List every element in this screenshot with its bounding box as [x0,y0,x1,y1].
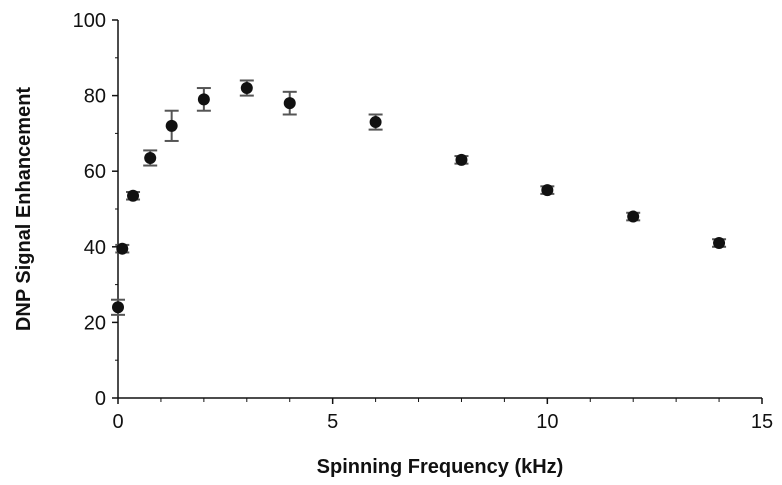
data-point [112,301,124,314]
data-point [197,93,210,106]
x-tick-label: 5 [327,411,338,433]
error-bars [111,79,727,316]
data-point [541,184,554,197]
data-point [240,82,253,95]
data-point [627,210,640,223]
y-tick-label: 40 [84,237,106,259]
data-point [116,242,129,255]
data-point [144,151,157,164]
x-tick-label: 10 [536,411,558,433]
x-tick-label: 0 [112,411,123,433]
data-points [112,82,726,314]
data-point [127,189,140,202]
y-tick-label: 100 [73,10,106,32]
data-point [283,97,296,110]
x-tick-label: 15 [751,411,773,433]
y-tick-label: 0 [95,388,106,410]
x-axis-title: Spinning Frequency (kHz) [317,456,564,478]
y-tick-label: 20 [84,312,106,334]
data-point [455,153,468,166]
y-axis-title: DNP Signal Enhancement [13,87,35,331]
data-point [369,116,382,129]
y-tick-label: 80 [84,86,106,108]
axes [117,20,762,399]
data-point [165,119,178,132]
y-tick-label: 60 [84,161,106,183]
data-point [713,237,726,250]
axis-ticks [112,19,763,404]
axis-tick-labels: 0 20 40 60 80 100 0 5 10 15 [73,10,774,433]
